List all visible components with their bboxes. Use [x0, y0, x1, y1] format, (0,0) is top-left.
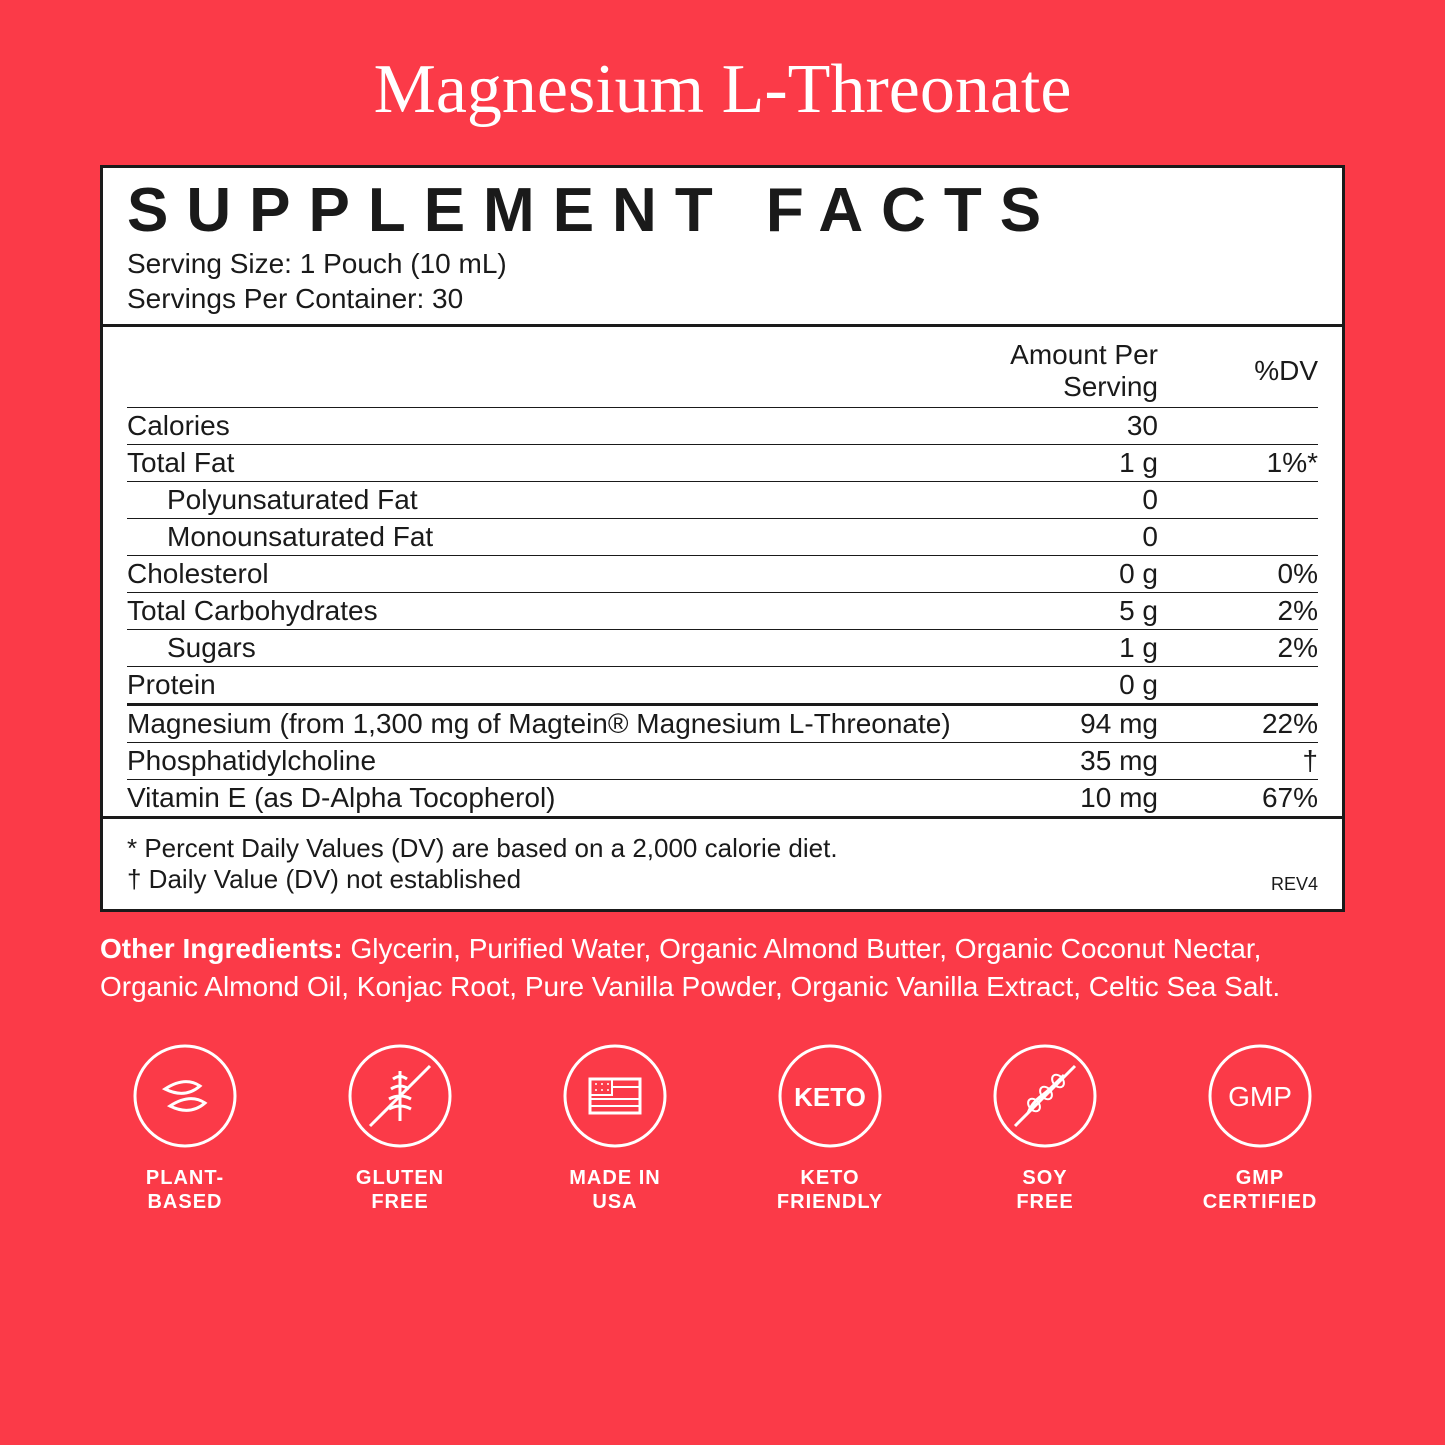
badge-label: GLUTENFREE: [320, 1166, 480, 1214]
usa-icon: [560, 1041, 670, 1151]
gluten-icon: [345, 1041, 455, 1151]
table-row: Calories30: [127, 408, 1318, 445]
svg-text:KETO: KETO: [794, 1082, 866, 1112]
table-row: Vitamin E (as D-Alpha Tocopherol)10 mg67…: [127, 780, 1318, 817]
badge-soy: SOYFREE: [965, 1041, 1125, 1214]
plant-icon: [130, 1041, 240, 1151]
badge-keto: KETO KETOFRIENDLY: [750, 1041, 910, 1214]
badge-plant: PLANT-BASED: [105, 1041, 265, 1214]
panel-heading: SUPPLEMENT FACTS: [127, 180, 1318, 242]
servings-per: Servings Per Container: 30: [127, 281, 1318, 316]
table-row: Protein0 g: [127, 667, 1318, 705]
revision: REV4: [1271, 874, 1318, 895]
badge-usa: MADE INUSA: [535, 1041, 695, 1214]
badge-label: MADE INUSA: [535, 1166, 695, 1214]
table-row: Total Carbohydrates5 g2%: [127, 593, 1318, 630]
keto-icon: KETO: [775, 1041, 885, 1151]
table-row: Cholesterol0 g0%: [127, 556, 1318, 593]
footnote-1: * Percent Daily Values (DV) are based on…: [127, 833, 1318, 864]
facts-table: Amount Per Serving %DV Calories30Total F…: [127, 335, 1318, 816]
supplement-facts-panel: SUPPLEMENT FACTS Serving Size: 1 Pouch (…: [100, 165, 1345, 912]
footnote-2: † Daily Value (DV) not established: [127, 864, 1318, 895]
col-dv: %DV: [1188, 335, 1318, 408]
badge-label: GMPCERTIFIED: [1180, 1166, 1340, 1214]
badge-label: KETOFRIENDLY: [750, 1166, 910, 1214]
badge-gluten: GLUTENFREE: [320, 1041, 480, 1214]
serving-size: Serving Size: 1 Pouch (10 mL): [127, 246, 1318, 281]
soy-icon: [990, 1041, 1100, 1151]
other-ingredients: Other Ingredients: Glycerin, Purified Wa…: [100, 930, 1345, 1006]
badge-row: PLANT-BASED GLUTENFREE MADE INUSA KETO KETOF…: [100, 1041, 1345, 1214]
table-row: Polyunsaturated Fat0: [127, 482, 1318, 519]
table-row: Phosphatidylcholine35 mg†: [127, 743, 1318, 780]
table-row: Sugars1 g2%: [127, 630, 1318, 667]
badge-gmp: GMP GMPCERTIFIED: [1180, 1041, 1340, 1214]
other-label: Other Ingredients:: [100, 933, 343, 964]
product-title: Magnesium L-Threonate: [100, 50, 1345, 130]
col-amount: Amount Per Serving: [1008, 335, 1188, 408]
footnotes: * Percent Daily Values (DV) are based on…: [127, 827, 1318, 897]
table-row: Total Fat1 g1%*: [127, 445, 1318, 482]
table-row: Monounsaturated Fat0: [127, 519, 1318, 556]
table-row: Magnesium (from 1,300 mg of Magtein® Mag…: [127, 705, 1318, 743]
svg-text:GMP: GMP: [1228, 1081, 1292, 1112]
gmp-icon: GMP: [1205, 1041, 1315, 1151]
badge-label: SOYFREE: [965, 1166, 1125, 1214]
badge-label: PLANT-BASED: [105, 1166, 265, 1214]
